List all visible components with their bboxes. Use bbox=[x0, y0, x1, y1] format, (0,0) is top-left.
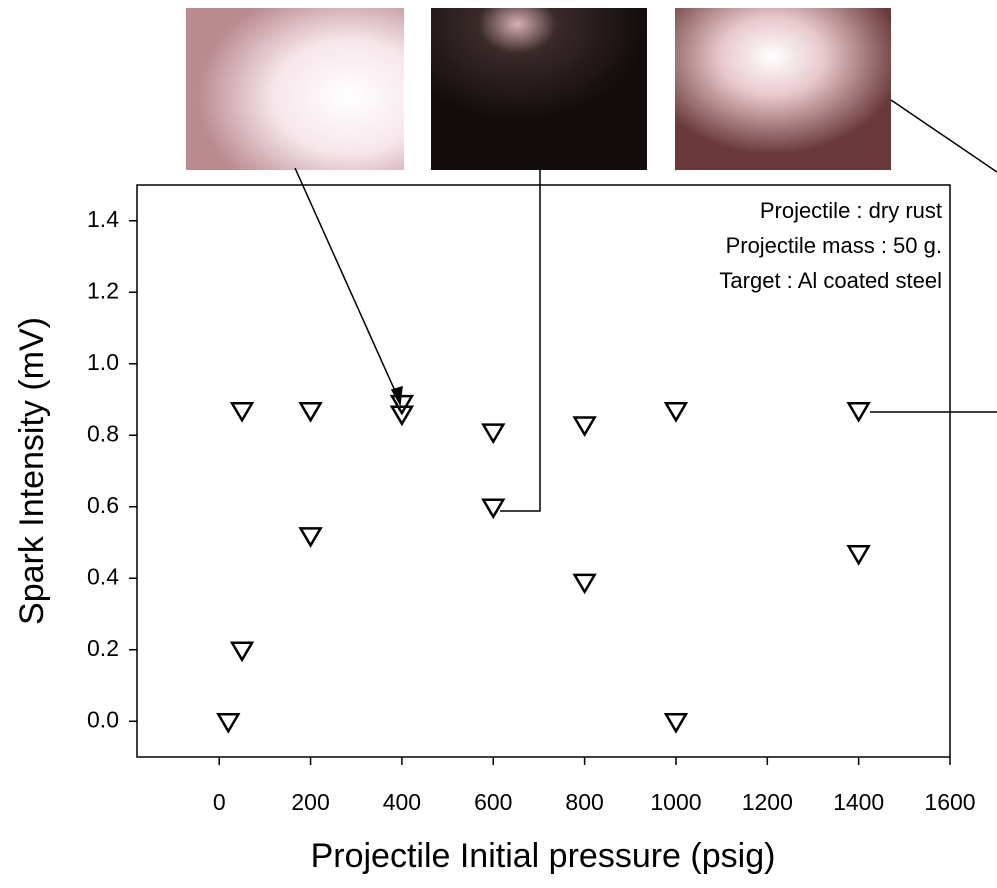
x-axis-label: Projectile Initial pressure (psig) bbox=[311, 837, 776, 875]
photo bbox=[431, 8, 647, 170]
point bbox=[298, 527, 323, 548]
y-tick-label: 0.4 bbox=[87, 563, 119, 589]
point bbox=[229, 401, 255, 423]
y-tick-label: 1.4 bbox=[87, 206, 119, 232]
point bbox=[229, 641, 255, 663]
point bbox=[481, 423, 506, 445]
x-tick-label: 600 bbox=[474, 789, 512, 815]
point bbox=[572, 416, 597, 437]
y-tick-label: 0.0 bbox=[87, 706, 119, 732]
point bbox=[481, 498, 506, 520]
x-tick-label: 1400 bbox=[833, 789, 884, 815]
point bbox=[389, 405, 415, 427]
point bbox=[846, 544, 871, 566]
x-tick-label: 1200 bbox=[742, 789, 793, 815]
annotation: Target : Al coated steel bbox=[719, 268, 942, 293]
y-tick-label: 1.0 bbox=[87, 349, 119, 375]
leader-lines bbox=[294, 99, 997, 512]
point bbox=[572, 573, 597, 595]
y-tick-label: 0.6 bbox=[87, 492, 119, 518]
annotation: Projectile : dry rust bbox=[760, 198, 942, 223]
point bbox=[298, 401, 323, 423]
y-axis-label: Spark Intensity (mV) bbox=[13, 317, 51, 625]
plot-frame bbox=[136, 184, 951, 758]
point bbox=[216, 713, 241, 734]
x-tick-label: 800 bbox=[565, 789, 603, 815]
x-tick-label: 200 bbox=[291, 789, 329, 815]
y-tick-label: 0.2 bbox=[87, 635, 119, 661]
x-tick-label: 1600 bbox=[924, 789, 975, 815]
point bbox=[663, 401, 689, 423]
x-tick-label: 0 bbox=[213, 789, 226, 815]
x-tick-label: 400 bbox=[383, 789, 421, 815]
y-tick-label: 1.2 bbox=[87, 277, 119, 303]
photo bbox=[186, 8, 404, 170]
annotation: Projectile mass : 50 g. bbox=[726, 233, 942, 258]
y-tick-label: 0.8 bbox=[87, 420, 119, 446]
point bbox=[389, 394, 415, 416]
point bbox=[846, 401, 871, 423]
x-tick-label: 1000 bbox=[650, 789, 701, 815]
photo bbox=[675, 8, 891, 170]
point bbox=[663, 713, 689, 734]
